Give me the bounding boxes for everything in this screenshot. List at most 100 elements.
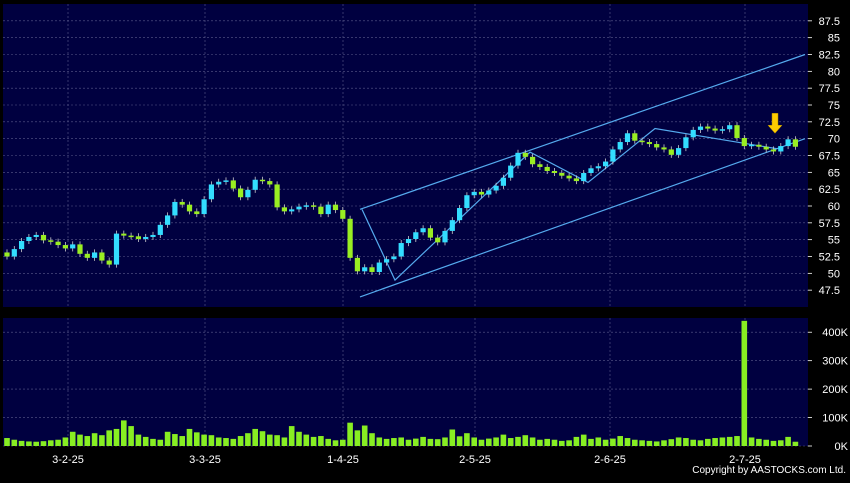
candle-body — [106, 260, 112, 265]
candle-body — [157, 224, 163, 235]
candle-body — [763, 146, 769, 150]
candle-body — [70, 244, 76, 249]
candle-body — [48, 240, 54, 242]
candle-body — [26, 236, 32, 242]
candle-body — [683, 137, 689, 149]
volume-bar — [223, 438, 229, 446]
volume-bar — [267, 434, 273, 446]
volume-bar — [164, 431, 171, 446]
volume-bar — [573, 436, 580, 446]
volume-bar — [413, 438, 419, 446]
price-tick-label: 62.5 — [819, 184, 840, 196]
candle-body — [624, 133, 631, 143]
candle-body — [40, 234, 47, 241]
candle-body — [230, 180, 236, 189]
volume-bar — [559, 440, 565, 446]
volume-bar — [778, 440, 784, 446]
volume-bar — [500, 434, 507, 446]
candle-body — [165, 215, 171, 225]
candle-body — [486, 190, 492, 195]
volume-bar — [310, 436, 317, 446]
candle-body — [281, 207, 287, 212]
candle-body — [113, 233, 120, 265]
volume-bar — [91, 433, 98, 446]
volume-bar — [84, 436, 91, 446]
candle-body — [449, 220, 455, 231]
price-tick-label: 47.5 — [819, 285, 840, 297]
candle-body — [712, 128, 718, 131]
candle-body — [354, 257, 360, 272]
volume-bar — [113, 428, 120, 446]
price-tick-label: 50 — [828, 268, 840, 280]
volume-bar — [237, 436, 244, 446]
candle-body — [99, 252, 105, 261]
candle-body — [770, 149, 777, 152]
candle-body — [544, 166, 550, 171]
date-axis-labels: 3-2-25 3-3-25 1-4-25 2-5-25 2-6-25 2-7-25 — [52, 454, 761, 466]
date-tick-label: 2-7-25 — [729, 454, 761, 466]
volume-bar — [712, 438, 718, 446]
volume-bar — [661, 440, 667, 446]
volume-bar — [318, 436, 324, 446]
volume-bar — [288, 426, 295, 446]
candle-body — [537, 164, 543, 167]
volume-bar — [179, 436, 185, 446]
volume-bar — [186, 428, 193, 446]
candle-body — [442, 230, 448, 243]
volume-bar — [537, 439, 543, 446]
volume-bar — [369, 433, 375, 446]
volume-bar — [296, 431, 302, 446]
volume-bar — [719, 437, 726, 446]
volume-bar — [726, 436, 733, 446]
volume-bar — [398, 437, 404, 446]
volume-bar — [602, 439, 609, 446]
candle-body — [756, 144, 762, 147]
candle-body — [274, 184, 280, 208]
volume-bar — [632, 439, 638, 446]
candle-body — [376, 262, 382, 272]
candle-body — [391, 256, 397, 260]
candle-body — [471, 191, 477, 196]
candle-body — [435, 237, 441, 243]
candle-body — [654, 144, 660, 148]
volume-tick-label: 100K — [822, 413, 848, 425]
zigzag-line — [361, 127, 778, 282]
volume-bar — [347, 422, 353, 446]
volume-bar — [734, 436, 740, 446]
candle-body — [705, 126, 711, 129]
volume-bar — [281, 437, 288, 446]
volume-bar — [464, 433, 470, 446]
volume-bar — [48, 440, 54, 446]
candle-body — [457, 208, 463, 221]
volume-bar — [427, 438, 434, 446]
volume-tick-label: 300K — [822, 356, 848, 368]
volume-bar — [172, 434, 178, 446]
volume-bar — [150, 438, 156, 446]
volume-bar — [303, 434, 310, 446]
candle-body — [4, 252, 10, 257]
volume-bar — [354, 430, 361, 446]
date-tick-label: 3-3-25 — [189, 454, 221, 466]
candle-body — [493, 185, 499, 191]
candle-body — [749, 144, 755, 147]
volume-bar — [449, 429, 456, 446]
volume-bar — [478, 439, 485, 446]
price-tick-label: 82.5 — [819, 50, 840, 62]
candle-body — [369, 267, 375, 272]
candle-body — [318, 206, 324, 215]
candle-body — [245, 189, 251, 198]
candle-body — [792, 139, 798, 147]
volume-bar — [763, 439, 769, 446]
volume-bar — [215, 437, 222, 446]
candle-body — [427, 228, 433, 238]
volume-bar — [4, 438, 10, 446]
volume-bar — [391, 438, 397, 446]
volume-bar — [135, 434, 142, 446]
down-arrow-icon — [767, 113, 783, 134]
candle-body — [719, 129, 725, 131]
volume-bar — [683, 438, 689, 446]
candle-body — [62, 245, 68, 249]
candle-body — [223, 180, 229, 182]
